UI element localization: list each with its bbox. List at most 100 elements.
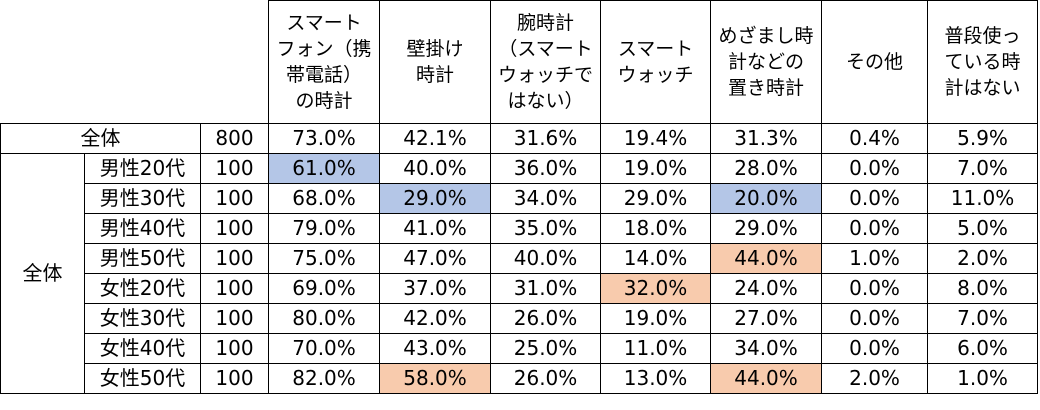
row-label: 女性30代 <box>84 303 201 334</box>
table-cell: 40.0% <box>490 243 602 274</box>
header-blank <box>0 0 270 124</box>
row-n: 100 <box>199 333 270 364</box>
header-alarm-clock: めざまし時 計などの 置き時計 <box>710 0 823 124</box>
row-n: 100 <box>199 303 270 334</box>
table-cell: 25.0% <box>490 333 602 364</box>
table-cell: 44.0% <box>710 363 823 394</box>
table-cell: 5.0% <box>927 213 1039 244</box>
table-row: 男性40代 100 79.0% 41.0% 35.0% 18.0% 29.0% … <box>1 213 1039 244</box>
table-cell: 19.4% <box>600 123 712 154</box>
table-cell: 79.0% <box>268 213 381 244</box>
table-cell: 31.6% <box>490 123 602 154</box>
header-row: スマート フォン（携 帯電話） の時計 壁掛け 時計 腕時計 （スマート ウォッ… <box>0 0 1039 124</box>
table-cell: 14.0% <box>600 243 712 274</box>
table-cell: 7.0% <box>927 153 1039 184</box>
table-cell: 0.0% <box>821 273 929 304</box>
table-cell: 34.0% <box>490 183 602 214</box>
table-cell: 68.0% <box>268 183 381 214</box>
table-cell: 43.0% <box>379 333 492 364</box>
row-label: 男性30代 <box>84 183 201 214</box>
table-cell: 26.0% <box>490 303 602 334</box>
table-cell: 0.0% <box>821 333 929 364</box>
header-no-clock: 普段使っ ている時 計はない <box>927 0 1039 124</box>
table-cell: 0.4% <box>821 123 929 154</box>
table-cell: 19.0% <box>600 153 712 184</box>
row-label: 女性20代 <box>84 273 201 304</box>
row-n: 100 <box>199 363 270 394</box>
table-row: 女性20代 100 69.0% 37.0% 31.0% 32.0% 24.0% … <box>1 273 1039 304</box>
table-cell: 82.0% <box>268 363 381 394</box>
row-label: 男性20代 <box>84 153 201 184</box>
row-n: 100 <box>199 183 270 214</box>
table-cell: 29.0% <box>710 213 823 244</box>
total-row: 全体 800 73.0% 42.1% 31.6% 19.4% 31.3% 0.4… <box>0 123 1039 154</box>
table-cell: 34.0% <box>710 333 823 364</box>
header-wall-clock: 壁掛け 時計 <box>379 0 492 124</box>
header-smartphone: スマート フォン（携 帯電話） の時計 <box>268 0 381 124</box>
header-other: その他 <box>821 0 929 124</box>
table-cell: 35.0% <box>490 213 602 244</box>
table-cell: 36.0% <box>490 153 602 184</box>
row-n: 100 <box>199 243 270 274</box>
table-cell: 18.0% <box>600 213 712 244</box>
header-smartwatch: スマート ウォッチ <box>600 0 712 124</box>
table-cell: 2.0% <box>927 243 1039 274</box>
table-cell: 42.1% <box>379 123 492 154</box>
table-row: 男性50代 100 75.0% 47.0% 40.0% 14.0% 44.0% … <box>1 243 1039 274</box>
row-n: 100 <box>199 213 270 244</box>
table-cell: 75.0% <box>268 243 381 274</box>
table-cell: 0.0% <box>821 213 929 244</box>
table-cell: 31.0% <box>490 273 602 304</box>
table-row: 女性40代 100 70.0% 43.0% 25.0% 11.0% 34.0% … <box>1 333 1039 364</box>
table-cell: 7.0% <box>927 303 1039 334</box>
total-label: 全体 <box>0 123 201 154</box>
row-n: 100 <box>199 153 270 184</box>
table-cell: 2.0% <box>821 363 929 394</box>
table-cell: 8.0% <box>927 273 1039 304</box>
table-cell: 26.0% <box>490 363 602 394</box>
table-cell: 69.0% <box>268 273 381 304</box>
table-cell: 44.0% <box>710 243 823 274</box>
table-cell: 24.0% <box>710 273 823 304</box>
table-row: 全体 男性20代 100 61.0% 40.0% 36.0% 19.0% 28.… <box>0 153 1039 394</box>
table-cell: 28.0% <box>710 153 823 184</box>
row-label: 男性50代 <box>84 243 201 274</box>
table-cell: 6.0% <box>927 333 1039 364</box>
table-cell: 27.0% <box>710 303 823 334</box>
table-cell: 58.0% <box>379 363 492 394</box>
table-cell: 19.0% <box>600 303 712 334</box>
table-cell: 1.0% <box>927 363 1039 394</box>
table-cell: 42.0% <box>379 303 492 334</box>
table-cell: 61.0% <box>268 153 381 184</box>
table-row: 男性30代 100 68.0% 29.0% 34.0% 29.0% 20.0% … <box>1 183 1039 214</box>
table-cell: 70.0% <box>268 333 381 364</box>
table-cell: 11.0% <box>927 183 1039 214</box>
table-cell: 5.9% <box>927 123 1039 154</box>
table-cell: 80.0% <box>268 303 381 334</box>
group-label: 全体 <box>0 153 85 394</box>
row-label: 女性40代 <box>84 333 201 364</box>
table-row: 女性30代 100 80.0% 42.0% 26.0% 19.0% 27.0% … <box>1 303 1039 334</box>
table-cell: 31.3% <box>710 123 823 154</box>
row-label: 女性50代 <box>84 363 201 394</box>
table-row: 女性50代 100 82.0% 58.0% 26.0% 13.0% 44.0% … <box>1 363 1039 394</box>
table-cell: 1.0% <box>821 243 929 274</box>
table-cell: 0.0% <box>821 183 929 214</box>
table-cell: 29.0% <box>600 183 712 214</box>
header-wristwatch: 腕時計 （スマート ウォッチで はない） <box>490 0 602 124</box>
table-cell: 20.0% <box>710 183 823 214</box>
table-cell: 0.0% <box>821 153 929 184</box>
row-label: 男性40代 <box>84 213 201 244</box>
row-n: 100 <box>199 273 270 304</box>
table-cell: 37.0% <box>379 273 492 304</box>
table-cell: 11.0% <box>600 333 712 364</box>
table-cell: 41.0% <box>379 213 492 244</box>
table-cell: 29.0% <box>379 183 492 214</box>
table-cell: 32.0% <box>600 273 712 304</box>
survey-table: スマート フォン（携 帯電話） の時計 壁掛け 時計 腕時計 （スマート ウォッ… <box>0 0 1039 394</box>
table-cell: 13.0% <box>600 363 712 394</box>
total-n: 800 <box>199 123 270 154</box>
table-cell: 0.0% <box>821 303 929 334</box>
table-cell: 40.0% <box>379 153 492 184</box>
table-cell: 73.0% <box>268 123 381 154</box>
